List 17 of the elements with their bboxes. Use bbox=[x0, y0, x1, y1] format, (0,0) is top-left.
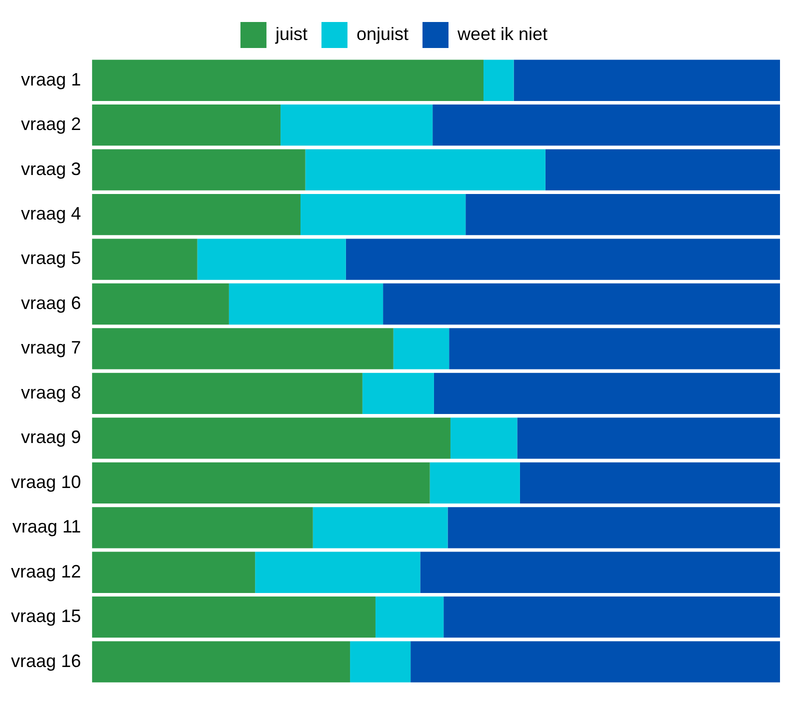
y-tick-label: vraag 5 bbox=[21, 248, 82, 268]
y-tick-label: vraag 10 bbox=[10, 472, 82, 492]
y-tick-label: vraag 4 bbox=[21, 204, 82, 224]
y-tick-label: vraag 8 bbox=[21, 382, 82, 402]
y-tick-label: vraag 11 bbox=[12, 516, 82, 537]
legend-label: juist bbox=[274, 24, 308, 44]
y-tick-label: vraag 7 bbox=[21, 338, 82, 358]
legend-label: weet ik niet bbox=[456, 24, 548, 44]
y-tick-label: vraag 1 bbox=[21, 69, 82, 90]
y-tick-label: vraag 3 bbox=[21, 158, 82, 179]
y-tick-label: vraag 15 bbox=[10, 606, 82, 626]
y-tick-label: vraag 2 bbox=[21, 114, 82, 134]
y-tick-label: vraag 12 bbox=[10, 561, 82, 582]
y-tick-label: vraag 16 bbox=[10, 650, 82, 671]
legend-label: onjuist bbox=[356, 24, 408, 44]
y-tick-label: vraag 9 bbox=[21, 427, 82, 448]
y-tick-label: vraag 6 bbox=[21, 292, 82, 313]
